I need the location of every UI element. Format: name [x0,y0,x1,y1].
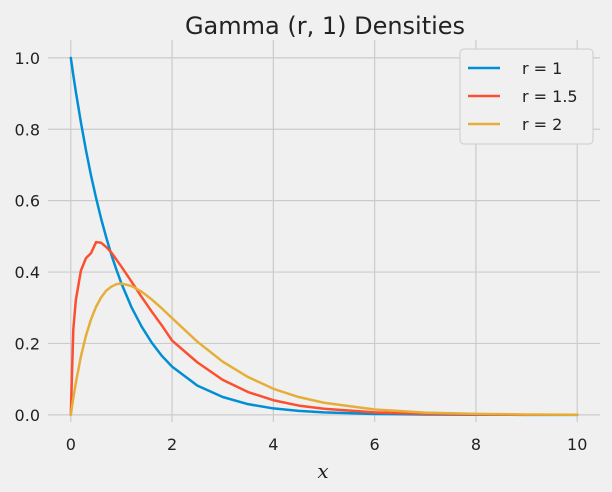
y-tick-label: 0.0 [15,406,40,425]
x-tick-label: 2 [167,435,177,454]
x-tick-label: 4 [268,435,278,454]
y-tick-label: 0.4 [15,263,40,282]
legend-label-3: r = 2 [522,115,562,134]
series-line-3 [69,282,579,417]
series-line-2 [69,240,579,417]
y-tick-label: 0.8 [15,120,40,139]
legend-box [459,48,594,145]
x-tick-label: 10 [567,435,587,454]
legend-label-1: r = 1 [522,59,562,78]
tick-labels: 0 2 4 6 8 10 0.0 0.2 0.4 0.6 0.8 1.0 [15,49,588,454]
y-tick-label: 1.0 [15,49,40,68]
x-tick-label: 8 [471,435,481,454]
legend-label-2: r = 1.5 [522,87,578,106]
series-group [69,56,579,417]
x-axis-label: x [317,459,328,483]
x-tick-label: 6 [370,435,380,454]
chart-title: Gamma (r, 1) Densities [185,12,465,40]
y-tick-label: 0.6 [15,192,40,211]
legend: r = 1 r = 1.5 r = 2 [459,48,594,145]
series-line-1 [69,56,579,417]
y-tick-label: 0.2 [15,334,40,353]
x-tick-label: 0 [66,435,76,454]
